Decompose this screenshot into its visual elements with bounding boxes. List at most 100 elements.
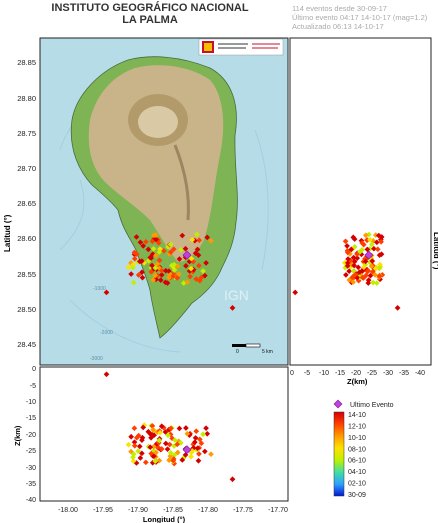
depth-lon-marker [131,442,138,449]
depth-lon-marker [162,429,169,435]
epicenter-marker [193,276,200,282]
depth-lon-marker [198,440,205,447]
region-title: LA PALMA [122,14,178,26]
depth-lat-marker [367,272,374,279]
depth-lon-marker [203,425,209,432]
depth-lat-marker [373,280,380,286]
depth-lon-marker [103,371,110,378]
depth-lat-marker [343,272,349,278]
epicenter-marker [153,252,159,259]
depth-lat-marker [344,243,350,249]
lat-axis-label: Latitud (°) [3,214,12,252]
updated-time: Actualizado 06:13 14-10-17 [292,22,384,31]
depth-lat-marker [376,273,383,279]
depth-lon-marker [166,457,172,464]
depth-lon-marker [194,445,201,452]
depth-lat-marker [374,239,380,246]
depth-lat-marker [369,258,376,264]
depth-lat-marker [362,232,369,239]
depth-lat-marker [351,262,357,269]
epicenter-marker [139,269,145,276]
depth-lat-marker [342,238,349,245]
epicenter-marker [103,289,110,296]
depth-lon-marker [135,448,141,455]
bathymetry-contour [59,179,85,251]
depth-lon-marker [204,430,211,437]
agency-title: INSTITUTO GEOGRÁFICO NACIONAL [51,2,249,14]
bottom-z-tick: -30 [26,465,36,472]
epicenter-marker [154,261,161,267]
color-bar-gradient [333,411,345,497]
epicenter-marker [208,238,214,244]
right-z-tick: -20 [351,370,361,377]
map-frame [39,37,289,366]
cumbre-vieja-ridge [173,144,190,221]
epicenter-marker [142,239,149,245]
depth-lon-marker [200,431,206,438]
right-z-tick: -30 [383,370,393,377]
depth-lon-marker [150,426,156,433]
depth-lat-marker [372,265,379,272]
right-lat-label: Latitud (°) [432,232,438,270]
depth-lat-marker [371,245,377,252]
depth-lat-marker [346,277,353,283]
depth-lon-marker [174,441,181,448]
last-event-marker [182,445,192,455]
color-bar-label: 06-10 [348,458,366,465]
depth-lon-marker [131,425,138,432]
depth-lon-marker [164,446,171,453]
depth-lat-marker [374,246,381,253]
epicenter-marker [194,246,201,253]
lat-tick: 28.60 [17,234,36,243]
lat-tick: 28.75 [17,129,36,138]
depth-lat-marker [348,246,355,253]
depth-lon-panel [39,366,289,502]
depth-lon-marker [158,446,165,452]
depth-lat-marker [369,241,375,248]
epicenter-marker [188,255,195,262]
depth-lon-marker [158,423,165,430]
epicenter-marker [196,237,203,244]
depth-lat-marker [367,236,373,243]
epicenter-marker [198,274,205,281]
depth-lon-marker [153,449,159,456]
depth-lon-marker [130,458,137,464]
right-z-label: Z(km) [347,377,368,386]
lat-tick: 28.70 [17,164,36,173]
depth-lon-marker [163,440,169,447]
epicenter-marker [128,271,134,277]
epicenter-marker [139,274,146,281]
depth-lat-marker [394,305,401,311]
lat-tick: 28.50 [17,305,36,314]
color-bar-label: 08-10 [348,446,366,453]
depth-lat-marker [352,272,358,278]
epicenter-marker [150,277,156,283]
depth-lon-marker [133,434,140,441]
color-bar [333,411,345,497]
right-z-tick: -15 [335,370,345,377]
depth-lon-marker [168,425,174,432]
epicenter-marker [152,272,159,279]
scale-label: 5 km [262,349,273,355]
caldera-floor [138,106,178,138]
last-event: Último evento 04:17 14-10-17 (mag=1.2) [292,13,428,22]
depth-lon-marker [188,453,194,460]
depth-lat-marker [370,279,376,286]
color-bar-label: 14-10 [348,412,366,419]
depth-lat-marker [345,249,351,255]
epicenter-marker [147,254,154,261]
depth-lat-marker [377,265,383,271]
color-bar-labels: 14-10 12-10 10-10 08-10 06-10 04-10 02-10 30-09 [348,412,366,499]
epicenter-marker [163,267,169,274]
lat-tick: 28.85 [17,58,36,67]
epicenter-marker [131,255,138,262]
depth-lon-marker [176,425,183,432]
color-bar-label: 10-10 [348,435,366,442]
depth-lon-marker [156,437,163,444]
depth-lon-marker [152,458,159,464]
epicenter-marker [148,268,155,275]
epicenter-marker [145,246,152,253]
legend-last-event: Ultimo Evento [350,402,394,409]
scale-zero: 0 [236,349,239,355]
lon-tick: -17.70 [268,507,288,514]
